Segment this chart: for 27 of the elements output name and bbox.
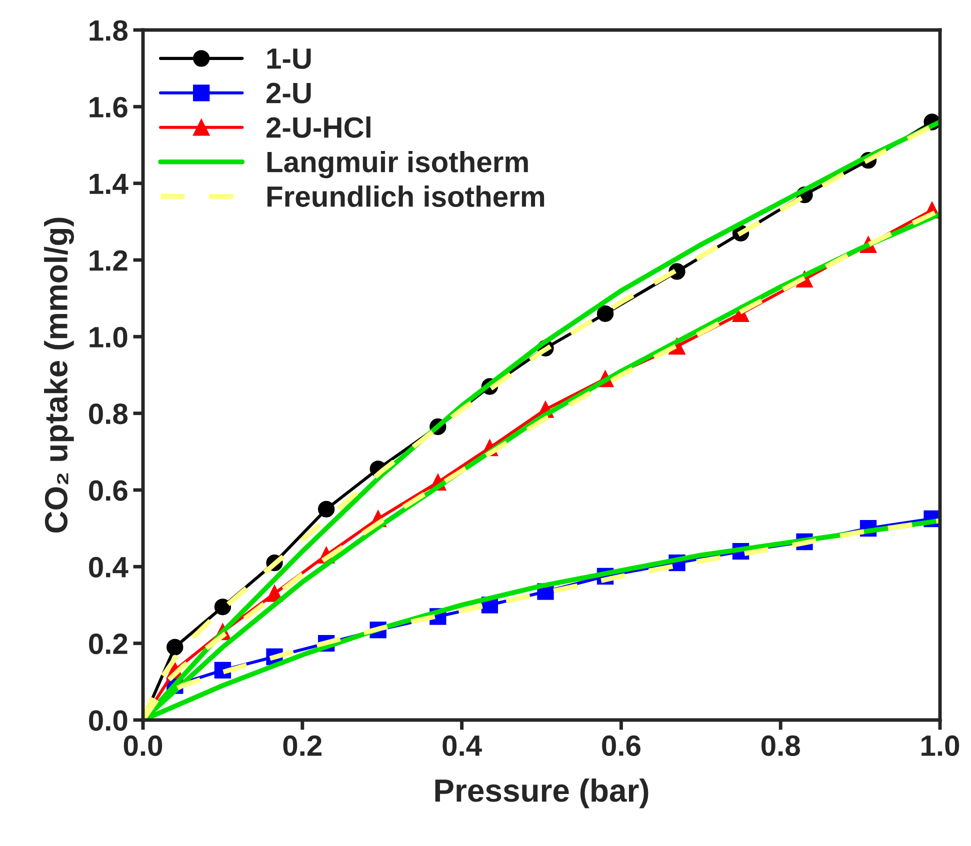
point <box>214 598 232 616</box>
point <box>596 305 614 322</box>
y-tick-label: 1.2 <box>90 250 128 271</box>
legend-label: 1-U <box>267 48 311 69</box>
legend-label: Langmuir isotherm <box>267 150 528 178</box>
x-tick-label: 0.8 <box>761 735 800 756</box>
y-tick-label: 1.0 <box>90 326 128 348</box>
x-tick-label: 0.2 <box>283 735 322 756</box>
y-axis-title: CO₂ uptake (mmol/g) <box>44 218 74 533</box>
point <box>318 500 335 518</box>
point <box>166 638 184 656</box>
x-tick-label: 0.6 <box>602 735 640 756</box>
y-tick-label: 1.4 <box>90 174 128 194</box>
y-tick-label: 0.4 <box>89 556 128 578</box>
y-tick-label: 0.0 <box>89 710 128 731</box>
x-tick-label: 0.4 <box>442 735 482 756</box>
x-tick-label: 1.0 <box>922 735 960 756</box>
y-tick-label: 1.8 <box>90 20 128 41</box>
legend-label: 2-U-HCl <box>266 116 370 138</box>
y-tick-label: 0.6 <box>89 480 128 501</box>
y-tick-label: 0.2 <box>89 634 128 654</box>
x-axis-title: Pressure (bar) <box>435 778 648 808</box>
y-tick-label: 0.8 <box>89 404 128 424</box>
x-tick-label: 0.0 <box>124 735 162 756</box>
legend-label: Freundlich isotherm <box>267 186 544 207</box>
y-tick-label: 1.6 <box>90 96 128 118</box>
legend-label: 2-U <box>266 82 311 104</box>
